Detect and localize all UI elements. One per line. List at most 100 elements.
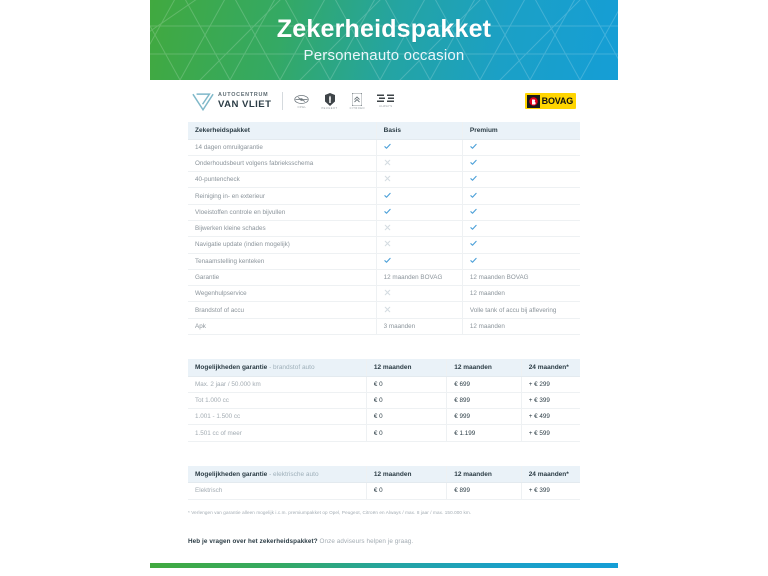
table-row: Elektrisch € 0 € 899 + € 399 — [188, 482, 580, 500]
citroen-caption: CITROEN — [349, 106, 365, 110]
price-cell-1: € 0 — [365, 376, 447, 393]
table-row: Garantie 12 maanden BOVAG 12 maanden BOVAG — [188, 269, 580, 287]
bovag-label: BOVAG — [541, 96, 574, 106]
page-subtitle: Personenauto occasion — [303, 46, 465, 64]
electric-warranty-table: Mogelijkheden garantie - elektrische aut… — [188, 465, 580, 500]
cell-premium: 12 maanden — [461, 285, 580, 303]
opel-logo: OPEL — [294, 94, 310, 109]
cell-basis: 12 maanden BOVAG — [375, 269, 463, 287]
warranty-label: 1.001 - 1.500 cc — [188, 408, 367, 426]
fuel-table-body: Max. 2 jaar / 50.000 km € 0 € 699 + € 299 To… — [188, 376, 580, 442]
citroen-icon — [352, 92, 363, 106]
check-icon — [470, 175, 477, 182]
check-icon — [470, 240, 477, 247]
brand-logo-group: OPEL PEUGEOT CITROEN — [294, 92, 395, 110]
closing-question: Heb je vragen over het zekerheidspakket? — [188, 537, 318, 545]
feature-label: Wegenhulpservice — [188, 285, 377, 303]
check-icon — [470, 192, 477, 199]
cross-icon — [384, 224, 391, 231]
opel-icon — [294, 94, 310, 104]
logo-row: AUTOCENTRUM VAN VLIET OPEL PE — [150, 80, 618, 122]
cell-premium — [461, 187, 580, 205]
table-gap-2 — [188, 442, 580, 466]
feature-label: Apk — [188, 318, 377, 336]
van-vliet-v7-icon — [192, 92, 214, 111]
warranty-label: Elektrisch — [188, 482, 367, 500]
cell-basis — [375, 204, 463, 221]
table-row: Reiniging in- en exterieur — [188, 187, 580, 205]
always-caption: ALWAYS — [379, 105, 393, 108]
cross-icon — [384, 289, 391, 296]
cell-premium — [461, 139, 580, 156]
bottom-gradient-bar — [150, 563, 618, 568]
logo-divider — [282, 92, 284, 110]
page-title: Zekerheidspakket — [276, 15, 492, 44]
bovag-mark-icon — [526, 94, 540, 108]
table-header-row: Zekerheidspakket Basis Premium — [188, 122, 580, 140]
col-header-electric-2: 12 maanden — [446, 465, 522, 484]
cell-premium: 12 maanden — [461, 318, 580, 336]
cell-basis — [375, 187, 463, 205]
price-cell-3: + € 399 — [520, 392, 580, 410]
table-header-row: Mogelijkheden garantie - brandstof auto … — [188, 359, 580, 377]
cell-basis — [375, 171, 463, 189]
cell-premium — [461, 253, 580, 270]
always-icon — [376, 94, 394, 102]
table-row: 1.001 - 1.500 cc € 0 € 999 + € 499 — [188, 408, 580, 426]
cell-premium — [461, 204, 580, 221]
warranty-label: 1.501 cc of meer — [188, 424, 367, 442]
check-icon — [470, 257, 477, 264]
cell-basis: 3 maanden — [375, 318, 463, 336]
cross-icon — [384, 306, 391, 313]
check-icon — [470, 208, 477, 215]
package-comparison-table: Zekerheidspakket Basis Premium 14 dagen … — [188, 122, 580, 336]
peugeot-caption: PEUGEOT — [321, 106, 338, 110]
price-cell-3: + € 299 — [520, 376, 580, 393]
price-cell-2: € 699 — [446, 376, 522, 393]
cell-basis — [375, 139, 463, 156]
fuel-warranty-table: Mogelijkheden garantie - brandstof auto … — [188, 359, 580, 442]
dealer-name-line2: VAN VLIET — [218, 98, 272, 110]
feature-label: Vloeistoffen controle en bijvullen — [188, 204, 377, 221]
table-row: Tenaamstelling kenteken — [188, 253, 580, 270]
package-table-body: 14 dagen omruilgarantie Onderhoudsbeurt v… — [188, 139, 580, 336]
cell-premium — [461, 220, 580, 238]
table-row: Navigatie update (indien mogelijk) — [188, 236, 580, 254]
col-header-basis: Basis — [375, 122, 463, 140]
header-banner: Zekerheidspakket Personenauto occasion — [150, 0, 618, 80]
cell-premium: 12 maanden BOVAG — [461, 269, 580, 287]
check-icon — [470, 143, 477, 150]
table-row: 1.501 cc of meer € 0 € 1.199 + € 599 — [188, 424, 580, 442]
check-icon — [383, 143, 391, 150]
cell-premium: Volle tank of accu bij aflevering — [461, 301, 580, 319]
col-header-fuel-1: 12 maanden — [365, 359, 447, 377]
always-logo: ALWAYS — [376, 94, 395, 108]
feature-label: 14 dagen omruilgarantie — [188, 139, 377, 156]
price-cell-2: € 899 — [446, 392, 522, 410]
price-cell-3: + € 399 — [520, 482, 580, 500]
table-row: 40-puntencheck — [188, 171, 580, 189]
col-header-fuel-2: 12 maanden — [446, 359, 522, 377]
table-row: Apk 3 maanden 12 maanden — [188, 318, 580, 336]
check-icon — [383, 192, 391, 199]
table-header-row: Mogelijkheden garantie - elektrische aut… — [188, 465, 580, 484]
cross-icon — [384, 159, 391, 166]
cross-icon — [384, 240, 391, 247]
table-row: Max. 2 jaar / 50.000 km € 0 € 699 + € 299 — [188, 376, 580, 393]
cross-icon — [384, 175, 391, 182]
citroen-logo: CITROEN — [349, 92, 365, 110]
electric-header-main-text: Mogelijkheden garantie — [195, 470, 268, 478]
cell-basis — [375, 220, 463, 238]
feature-label: Brandstof of accu — [188, 301, 377, 319]
cell-premium — [461, 236, 580, 254]
table-row: Tot 1.000 cc € 0 € 899 + € 399 — [188, 392, 580, 410]
bovag-badge: BOVAG — [524, 93, 576, 109]
price-cell-3: + € 599 — [520, 424, 580, 442]
closing-answer: Onze adviseurs helpen je graag. — [319, 537, 414, 545]
cell-basis — [375, 236, 463, 254]
opel-caption: OPEL — [297, 105, 307, 109]
closing-line: Heb je vragen over het zekerheidspakket?… — [188, 538, 580, 545]
cell-basis — [375, 285, 463, 303]
warranty-label: Max. 2 jaar / 50.000 km — [188, 376, 367, 393]
